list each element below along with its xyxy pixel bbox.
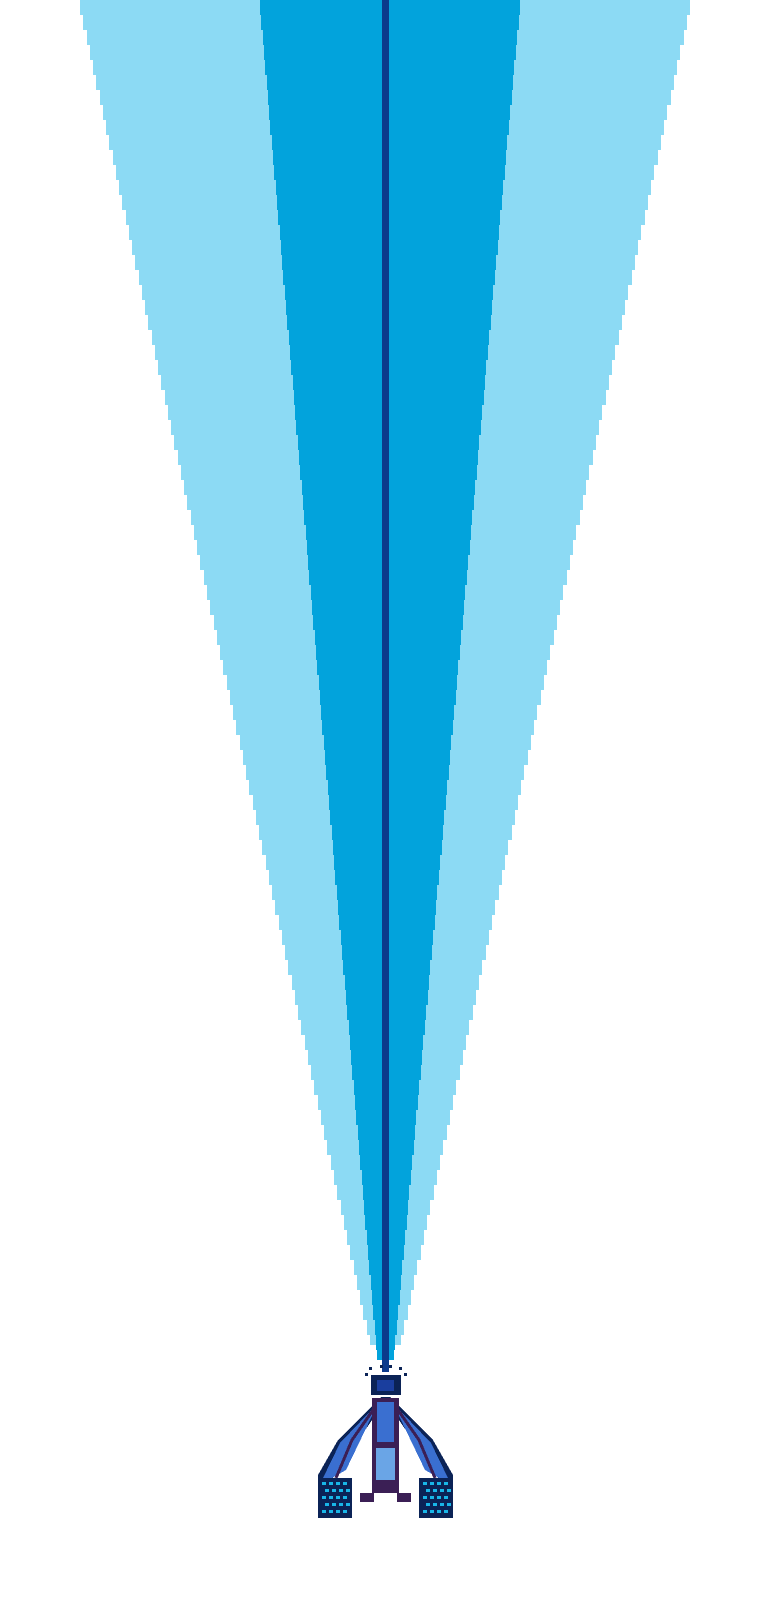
cockpit-canopy [376, 1448, 395, 1480]
exhaust-pixel [343, 1496, 347, 1499]
right-engine-exhaust [423, 1482, 451, 1513]
rear-notch [374, 1493, 397, 1517]
spark-pixel [380, 1365, 383, 1368]
right-wing-seam [396, 1409, 437, 1479]
exhaust-pixel [423, 1482, 427, 1485]
exhaust-pixel [437, 1496, 441, 1499]
exhaust-pixel [423, 1510, 427, 1513]
exhaust-pixel [339, 1489, 343, 1492]
beam-inner-segment [270, 120, 509, 135]
exhaust-pixel [329, 1510, 333, 1513]
exhaust-pixel [346, 1489, 350, 1492]
beam-inner-segment [276, 180, 503, 195]
exhaust-pixel [447, 1503, 451, 1506]
exhaust-pixel [332, 1503, 336, 1506]
exhaust-pixel [322, 1482, 326, 1485]
beam-inner-segment [265, 60, 514, 75]
emitter-core [377, 1380, 394, 1391]
left-engine [318, 1478, 352, 1518]
spark-pixel [404, 1373, 407, 1376]
beam-inner-segment [277, 195, 502, 210]
exhaust-pixel [426, 1489, 430, 1492]
beam-inner-segment [261, 15, 519, 30]
exhaust-pixel [437, 1510, 441, 1513]
beam-inner-segment [281, 240, 498, 255]
exhaust-pixel [322, 1510, 326, 1513]
exhaust-pixel [322, 1496, 326, 1499]
exhaust-pixel [444, 1510, 448, 1513]
exhaust-pixel [437, 1482, 441, 1485]
exhaust-pixel [343, 1510, 347, 1513]
exhaust-pixel [426, 1503, 430, 1506]
exhaust-pixel [325, 1503, 329, 1506]
exhaust-pixel [430, 1496, 434, 1499]
beam-inner-segment [267, 75, 513, 90]
exhaust-pixel [346, 1503, 350, 1506]
beam-inner-segment [273, 150, 506, 165]
exhaust-pixel [336, 1496, 340, 1499]
spark-pixel [369, 1367, 372, 1370]
right-engine [419, 1478, 453, 1518]
beam-inner-segment [268, 90, 512, 105]
beam-inner-segment [263, 30, 517, 45]
beam-inner-segment [269, 105, 510, 120]
exhaust-pixel [332, 1489, 336, 1492]
spark-pixel [365, 1373, 368, 1376]
ship-body [318, 1397, 453, 1517]
exhaust-pixel [329, 1482, 333, 1485]
beam-core [382, 0, 389, 1372]
exhaust-pixel [336, 1482, 340, 1485]
laser-beam [80, 0, 690, 1372]
beam-inner-segment [280, 225, 499, 240]
exhaust-pixel [343, 1482, 347, 1485]
exhaust-pixel [440, 1489, 444, 1492]
spark-pixel [389, 1365, 392, 1368]
player-ship [318, 1365, 453, 1518]
exhaust-pixel [440, 1503, 444, 1506]
exhaust-pixel [339, 1503, 343, 1506]
exhaust-pixel [433, 1503, 437, 1506]
exhaust-pixel [329, 1496, 333, 1499]
beam-inner-segment [260, 0, 520, 15]
exhaust-pixel [447, 1489, 451, 1492]
ship-emitter [365, 1365, 407, 1395]
beam-inner-segment [272, 135, 507, 150]
spark-pixel [399, 1367, 402, 1370]
exhaust-pixel [325, 1489, 329, 1492]
left-engine-exhaust [322, 1482, 350, 1513]
exhaust-pixel [444, 1482, 448, 1485]
exhaust-pixel [433, 1489, 437, 1492]
beam-inner-segment [274, 165, 505, 180]
exhaust-pixel [430, 1482, 434, 1485]
beam-inner-glow [260, 0, 520, 1360]
exhaust-pixel [444, 1496, 448, 1499]
fuselage-nose [377, 1402, 394, 1442]
exhaust-pixel [423, 1496, 427, 1499]
exhaust-pixel [336, 1510, 340, 1513]
exhaust-pixel [430, 1510, 434, 1513]
beam-inner-segment [264, 45, 516, 60]
left-wing-seam [334, 1409, 375, 1479]
